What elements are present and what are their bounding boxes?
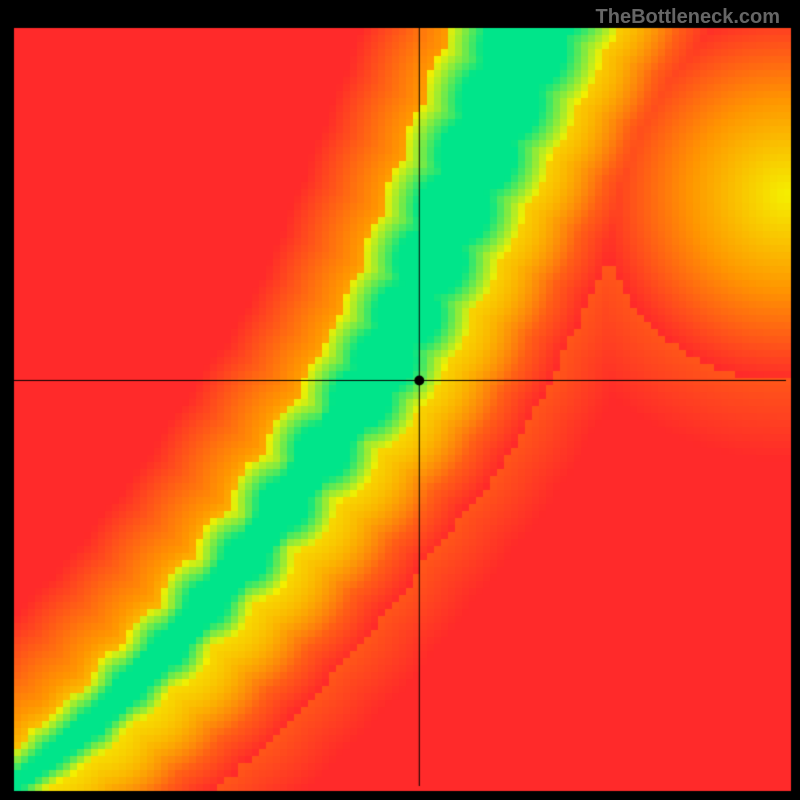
watermark-text: TheBottleneck.com — [596, 6, 780, 29]
heatmap-canvas — [0, 0, 800, 800]
chart-container: TheBottleneck.com — [0, 0, 800, 800]
